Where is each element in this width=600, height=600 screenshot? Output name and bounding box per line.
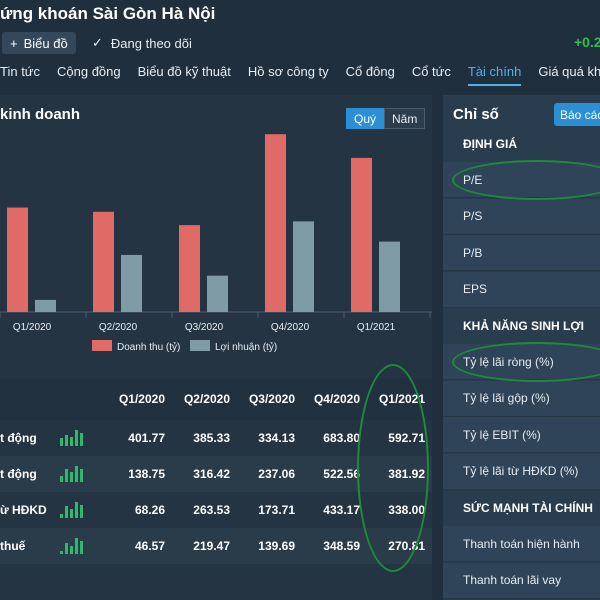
table-cell: 173.71: [258, 503, 295, 517]
row-label: t động: [0, 431, 37, 445]
table-cell: 316.42: [193, 467, 230, 481]
table-cell: 433.17: [323, 503, 360, 517]
chart-button-label: Biểu đồ: [23, 35, 68, 51]
sparkline-icon: [60, 430, 100, 446]
legend-swatch: [190, 340, 210, 351]
chart-button[interactable]: + Biểu đồ: [2, 32, 76, 54]
tab-7[interactable]: Giá quá khứ: [538, 64, 600, 79]
bar-profit-Q1/2020: [35, 299, 56, 312]
tab-3[interactable]: Hồ sơ công ty: [247, 64, 329, 79]
period-toggle: Quý Năm: [346, 108, 426, 129]
x-tick-label: Q4/2020: [271, 322, 310, 333]
table-row: t động 138.75 316.42 237.06 522.56 381.92: [0, 456, 432, 492]
row-label: ừ HĐKD: [0, 503, 47, 517]
table-cell: 139.69: [258, 539, 295, 553]
business-title: kinh doanh: [0, 106, 80, 123]
ratio-item[interactable]: Tỷ lệ lãi ròng (%): [443, 344, 600, 381]
checkmark-icon: ✓: [92, 35, 103, 50]
column-header: Q1/2021: [378, 392, 425, 406]
column-header: Q2/2020: [183, 392, 230, 406]
ratio-item[interactable]: Tỷ lệ EBIT (%): [443, 417, 600, 454]
column-header: Q3/2020: [248, 392, 295, 406]
legend-swatch: [92, 340, 112, 351]
legend-label: Doanh thu (tỷ): [117, 341, 180, 353]
table-header: Q1/2020 Q2/2020 Q3/2020 Q4/2020 Q1/2021: [0, 378, 432, 420]
price-change: +0.2: [574, 34, 600, 50]
row-label: t động: [0, 467, 37, 481]
table-cell: 381.92: [388, 467, 425, 481]
table-cell: 263.53: [193, 503, 230, 517]
table-row: t động 401.77 385.33 334.13 683.80 592.71: [0, 420, 432, 456]
table-cell: 401.77: [128, 431, 165, 445]
ratio-item[interactable]: P/E: [443, 162, 600, 199]
page-title: ứng khoán Sài Gòn Hà Nội: [0, 4, 216, 23]
tab-2[interactable]: Biểu đồ kỹ thuật: [137, 64, 231, 79]
ratios-title: Chỉ số: [453, 106, 499, 123]
bar-revenue-Q2/2020: [93, 211, 114, 312]
ratio-item[interactable]: Thanh toán lãi vay: [443, 562, 600, 599]
legend-label: Lợi nhuận (tỷ): [215, 341, 277, 353]
ratio-item[interactable]: P/S: [443, 198, 600, 235]
table-cell: 219.47: [193, 539, 230, 553]
year-button[interactable]: Năm: [384, 108, 426, 129]
follow-button-label: Đang theo dõi: [110, 35, 192, 51]
tab-6[interactable]: Tài chính: [467, 64, 522, 86]
ratio-item[interactable]: Thanh toán hiện hành: [443, 526, 600, 563]
table-cell: 348.59: [323, 539, 360, 553]
quarter-button[interactable]: Quý: [346, 108, 385, 129]
table-cell: 592.71: [388, 431, 425, 445]
table-row: ừ HĐKD 68.26 263.53 173.71 433.17 338.00: [0, 492, 432, 528]
table-cell: 334.13: [258, 431, 295, 445]
column-header: Q1/2020: [118, 392, 165, 406]
x-tick-label: Q1/2021: [357, 322, 396, 333]
bar-profit-Q4/2020: [293, 221, 314, 312]
table-cell: 683.80: [323, 431, 360, 445]
financial-table: Q1/2020 Q2/2020 Q3/2020 Q4/2020 Q1/2021 t độn…: [0, 378, 432, 564]
table-cell: 522.56: [323, 467, 360, 481]
ratio-item[interactable]: Tỷ lệ lãi từ HĐKD (%): [443, 453, 600, 490]
ratio-section-heading: KHẢ NĂNG SINH LỢI: [463, 319, 584, 333]
table-cell: 338.00: [388, 503, 425, 517]
tab-4[interactable]: Cổ đông: [345, 64, 395, 79]
row-label: thuế: [0, 539, 26, 553]
ratio-item[interactable]: P/B: [443, 235, 600, 272]
x-tick-label: Q3/2020: [185, 322, 224, 333]
bar-revenue-Q3/2020: [179, 225, 200, 312]
sparkline-icon: [60, 502, 100, 518]
follow-button[interactable]: ✓ Đang theo dõi: [92, 32, 192, 54]
table-cell: 237.06: [258, 467, 295, 481]
x-tick-label: Q1/2020: [13, 322, 52, 333]
report-button[interactable]: Báo cáo: [554, 103, 600, 126]
bar-revenue-Q4/2020: [265, 134, 286, 312]
ratio-section-heading: SỨC MẠNH TÀI CHÍNH: [463, 501, 593, 515]
tab-1[interactable]: Cộng đồng: [57, 64, 121, 79]
x-tick-label: Q2/2020: [99, 322, 138, 333]
sparkline-icon: [60, 538, 100, 554]
bar-profit-Q2/2020: [121, 254, 142, 312]
plus-icon: +: [10, 35, 18, 51]
bar-profit-Q3/2020: [207, 275, 228, 312]
business-chart: Q1/2020 Q2/2020 Q3/2020 Q4/2020 Q1/2021 Doanh…: [0, 134, 432, 353]
stock-header: ứng khoán Sài Gòn Hà Nội + Biểu đồ ✓ Đan…: [0, 0, 600, 95]
sparkline-icon: [60, 466, 100, 482]
tab-5[interactable]: Cổ tức: [411, 64, 451, 79]
tab-bar: Tin tức Cộng đồng Biểu đồ kỹ thuật Hồ sơ cô…: [0, 64, 600, 86]
table-cell: 68.26: [134, 503, 165, 517]
table-cell: 138.75: [128, 467, 165, 481]
ratio-item[interactable]: EPS: [443, 271, 600, 308]
tab-0[interactable]: Tin tức: [0, 64, 41, 79]
table-row: thuế 46.57 219.47 139.69 348.59 270.81: [0, 528, 432, 564]
table-cell: 46.57: [134, 539, 165, 553]
bar-profit-Q1/2021: [379, 241, 400, 312]
ratio-section-heading: ĐỊNH GIÁ: [463, 137, 517, 151]
ratio-item[interactable]: Tỷ lệ lãi gộp (%): [443, 380, 600, 417]
table-cell: 385.33: [193, 431, 230, 445]
bar-revenue-Q1/2021: [351, 157, 372, 312]
column-header: Q4/2020: [313, 392, 360, 406]
bar-revenue-Q1/2020: [7, 207, 28, 312]
table-cell: 270.81: [388, 539, 425, 553]
